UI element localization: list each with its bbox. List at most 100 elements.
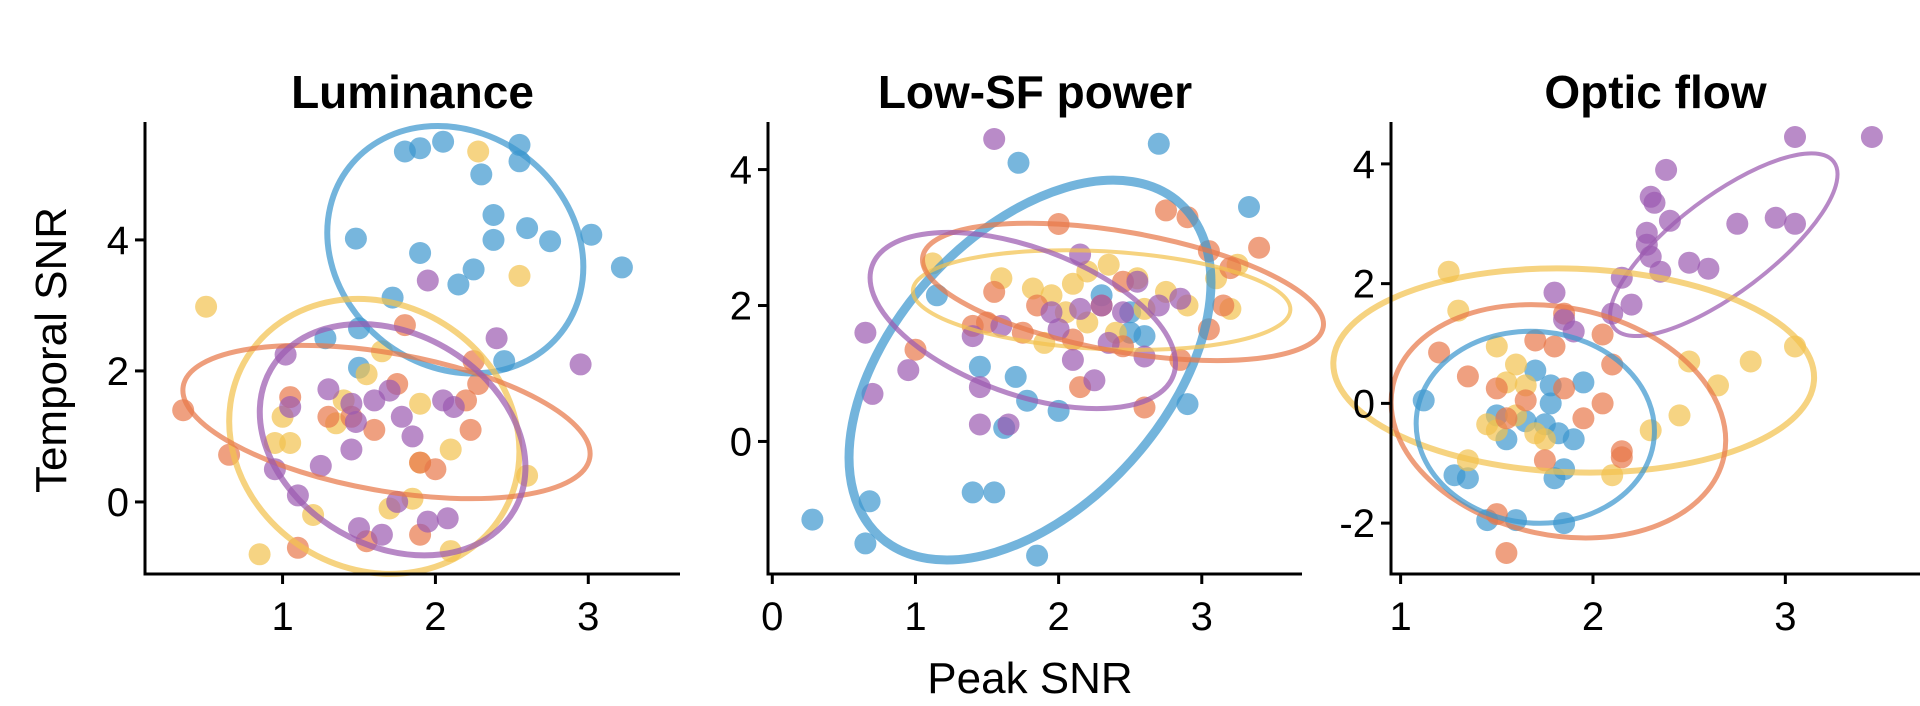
data-point: [1784, 212, 1806, 235]
y-tick-label: 0: [107, 481, 129, 525]
data-point: [1212, 294, 1235, 317]
data-point: [610, 256, 633, 279]
data-point: [1485, 335, 1508, 358]
ellipse-purple: [1608, 151, 1840, 339]
data-point: [1126, 270, 1149, 293]
data-point: [1047, 318, 1070, 341]
ellipse-yellow: [226, 295, 523, 577]
data-point: [1572, 371, 1595, 394]
ellipse-blue: [1413, 328, 1657, 526]
data-point: [1678, 251, 1701, 274]
data-point: [1533, 449, 1556, 472]
confidence-ellipses: [1330, 151, 1840, 541]
data-point: [436, 507, 459, 530]
data-point: [1668, 404, 1691, 427]
data-point: [580, 223, 603, 246]
x-axis-label: Peak SNR: [927, 654, 1132, 703]
data-point: [416, 269, 439, 292]
data-point: [854, 532, 877, 555]
data-point: [467, 140, 490, 163]
data-point: [1562, 428, 1585, 451]
data-point: [462, 258, 485, 281]
data-point: [248, 543, 271, 566]
data-point: [1061, 348, 1084, 371]
data-point: [983, 280, 1006, 303]
y-tick-label: -2: [1339, 502, 1375, 546]
y-tick-label: 0: [1353, 382, 1375, 426]
data-point: [1543, 335, 1566, 358]
data-point: [904, 338, 927, 361]
data-point: [897, 359, 920, 382]
data-point: [1655, 158, 1678, 181]
data-point: [1169, 287, 1192, 310]
data-point: [1176, 393, 1199, 416]
data-point: [1021, 277, 1044, 300]
data-point: [1697, 257, 1720, 280]
ellipse-orange: [1388, 302, 1729, 541]
x-tick-label: 1: [1389, 595, 1411, 639]
data-point: [470, 163, 493, 186]
data-point: [1739, 350, 1762, 373]
data-point: [1643, 191, 1666, 214]
data-point: [1238, 196, 1260, 218]
data-point: [1514, 389, 1537, 412]
data-point: [447, 273, 470, 296]
data-point: [409, 242, 432, 264]
data-point: [1428, 341, 1451, 364]
data-point: [409, 137, 432, 160]
data-point: [1539, 392, 1562, 415]
data-point: [390, 405, 413, 428]
y-tick-label: 0: [730, 420, 752, 464]
data-point: [355, 363, 378, 386]
data-point: [1456, 365, 1479, 388]
data-point: [1004, 365, 1027, 388]
y-tick-label: 2: [1353, 263, 1375, 307]
data-point: [442, 396, 465, 418]
data-point: [1591, 323, 1614, 346]
data-point: [317, 405, 340, 428]
data-point: [416, 510, 439, 533]
data-point: [968, 355, 991, 378]
x-tick-label: 2: [1047, 595, 1069, 639]
data-point: [370, 523, 393, 546]
data-point: [1860, 126, 1883, 148]
data-point: [439, 438, 462, 461]
x-tick-label: 3: [577, 595, 599, 639]
ellipse-blue: [324, 123, 587, 377]
data-point: [482, 228, 505, 251]
data-point: [1112, 301, 1134, 324]
data-point: [340, 438, 363, 461]
y-axis-label: Temporal SNR: [27, 207, 76, 493]
data-point: [1147, 132, 1170, 155]
data-point: [363, 418, 386, 441]
data-point: [409, 392, 432, 415]
ellipse-yellow: [1330, 265, 1818, 476]
x-tick-label: 1: [904, 595, 926, 639]
data-point: [1147, 294, 1170, 317]
panel-1: Luminance 1 2 3 0 2 4: [107, 66, 680, 639]
x-tick-label: 3: [1774, 595, 1796, 639]
data-point: [1485, 377, 1508, 400]
y-tick-label: 4: [107, 219, 129, 263]
data-point: [1026, 544, 1049, 567]
data-point: [508, 264, 531, 287]
data-point: [378, 379, 401, 402]
data-point: [968, 413, 991, 436]
data-point: [1069, 297, 1092, 320]
x-tick-label: 0: [761, 595, 783, 639]
data-point: [1495, 407, 1518, 430]
x-tick-label: 3: [1191, 595, 1213, 639]
data-point: [1533, 428, 1556, 451]
x-tick-label: 2: [424, 595, 446, 639]
data-point: [1495, 542, 1518, 564]
data-point: [1476, 413, 1499, 436]
data-point: [195, 295, 218, 318]
data-point: [1061, 272, 1084, 295]
data-point: [1133, 325, 1156, 348]
data-point: [1591, 392, 1614, 415]
data-point: [279, 396, 302, 418]
data-point: [344, 411, 367, 433]
data-point: [1456, 467, 1479, 490]
data-point: [1764, 206, 1787, 229]
panel-title: Optic flow: [1544, 66, 1767, 118]
